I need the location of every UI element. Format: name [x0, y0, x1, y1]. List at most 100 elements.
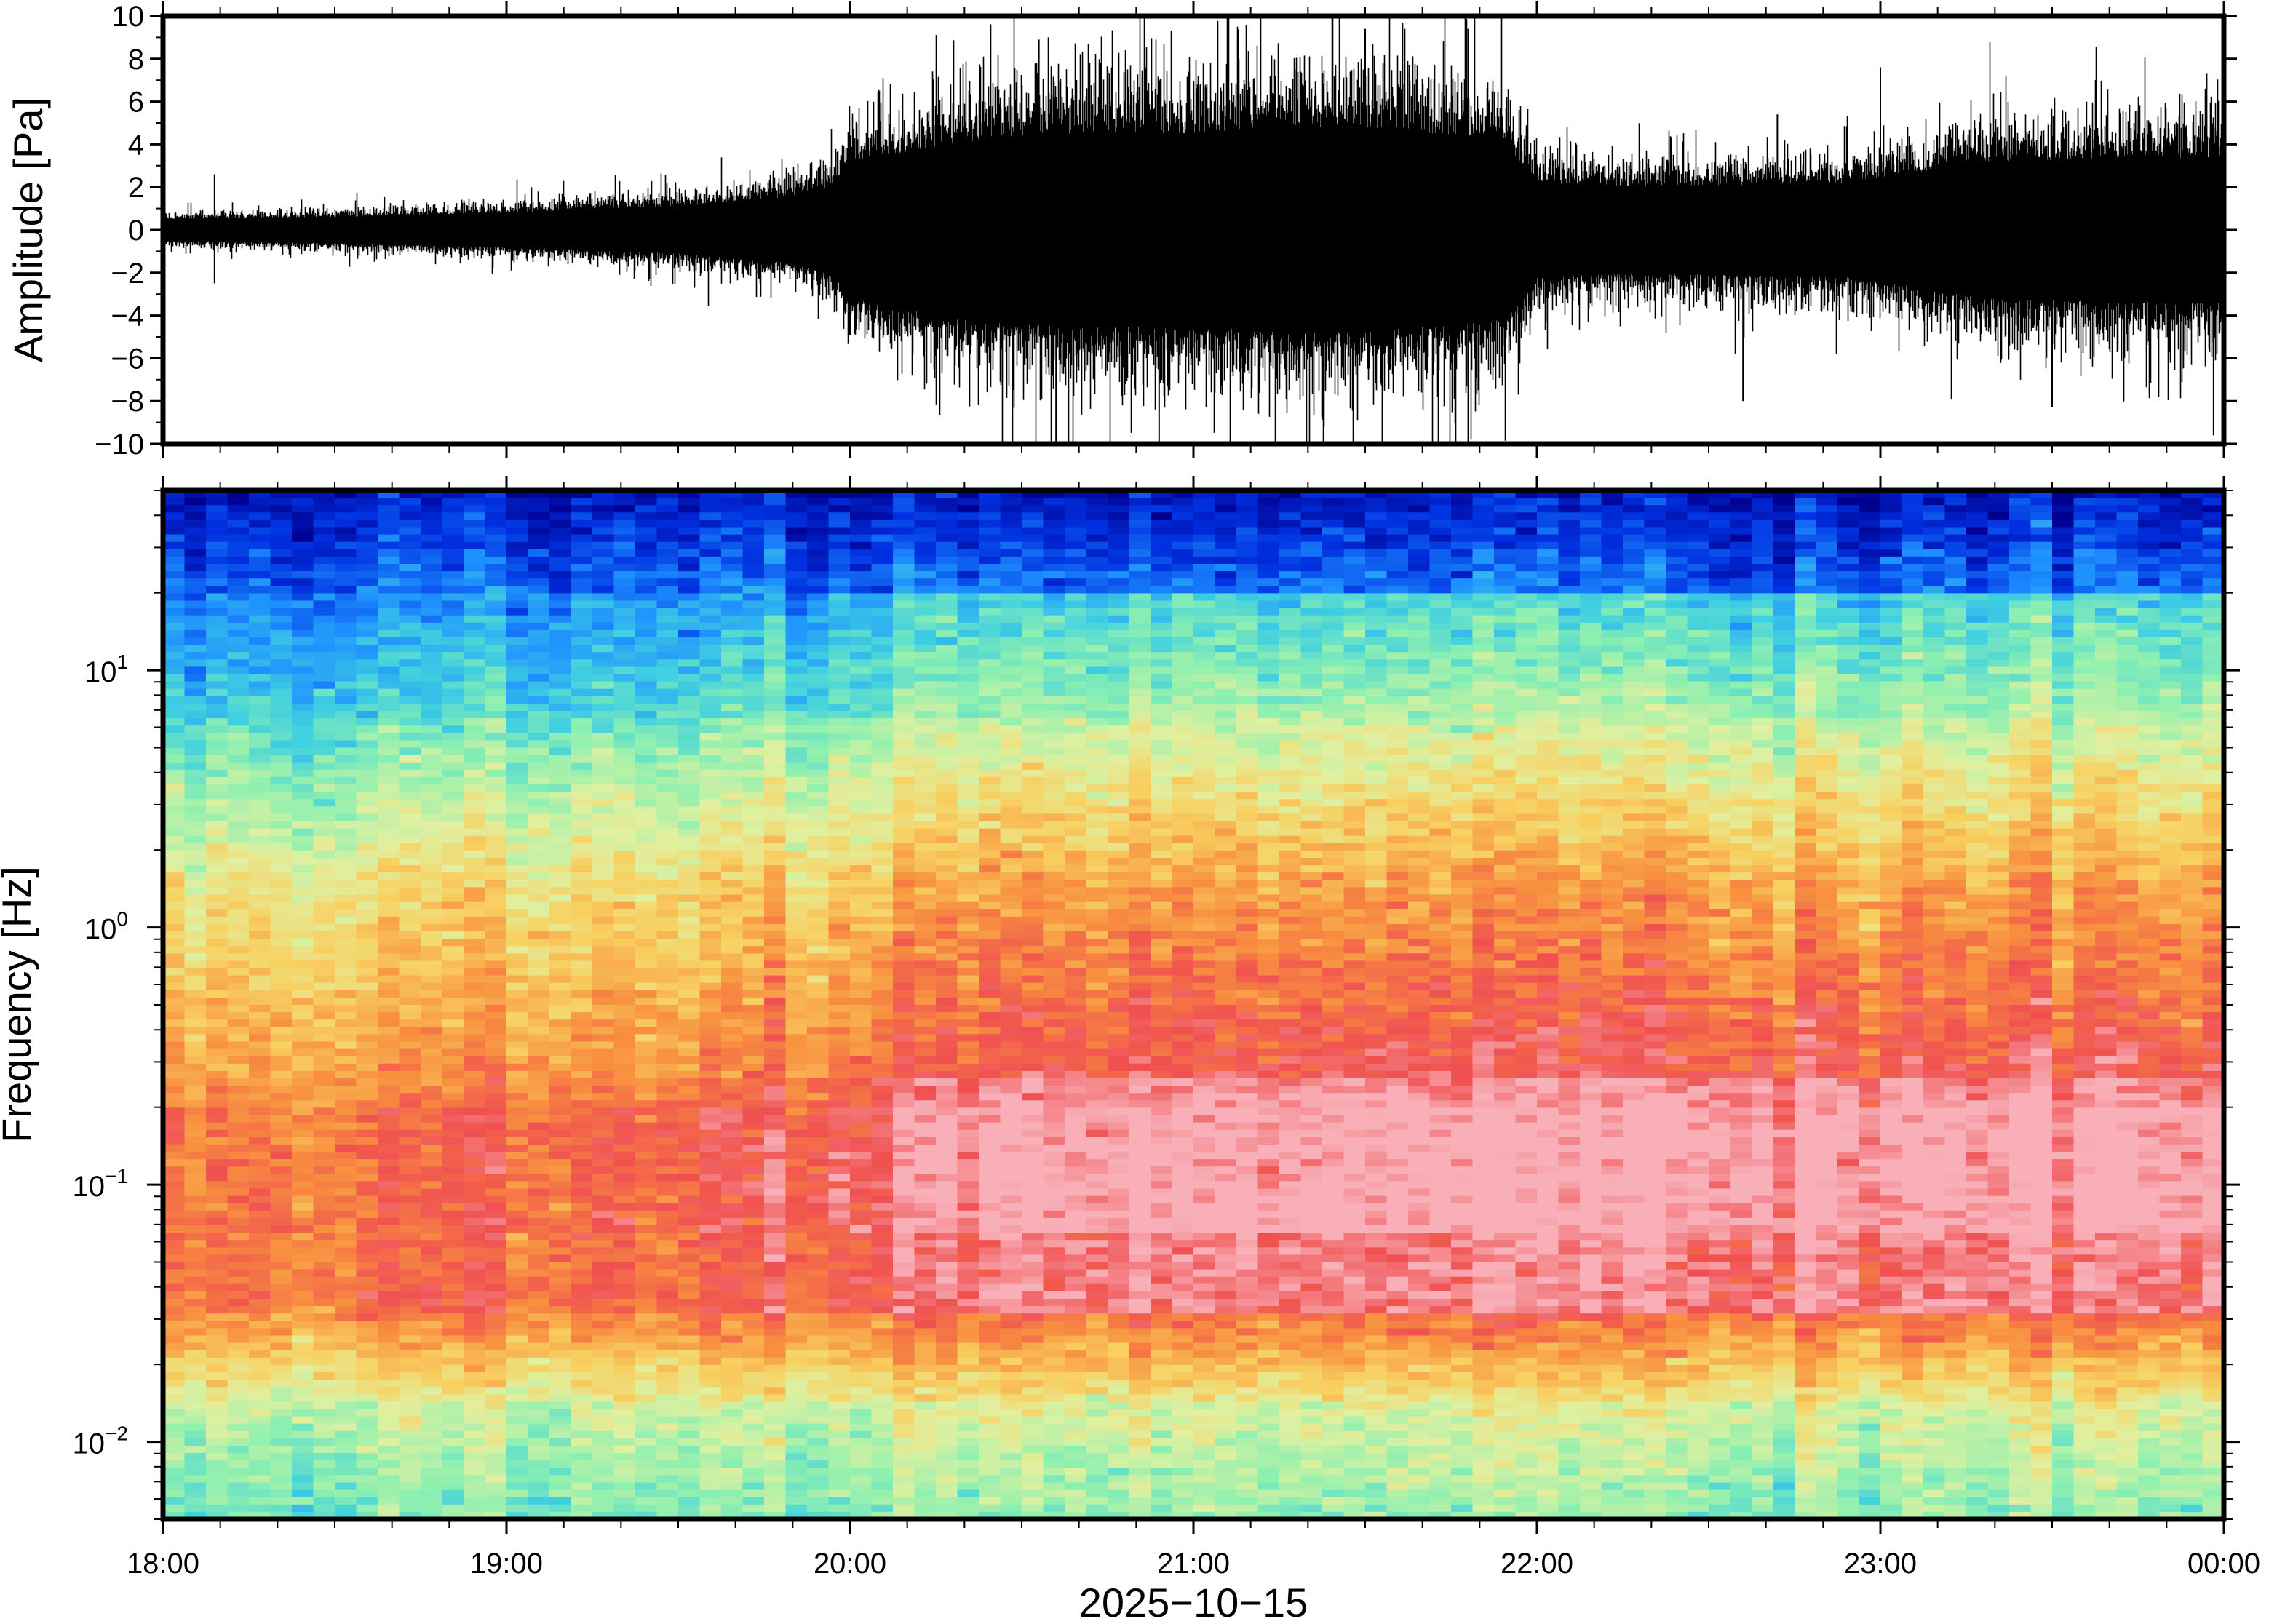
spectrogram-cell	[464, 1254, 486, 1263]
spectrogram-cell	[656, 975, 679, 984]
spectrogram-cell	[335, 1107, 357, 1116]
spectrogram-cell	[850, 534, 873, 543]
spectrogram-cell	[871, 666, 894, 675]
spectrogram-cell	[485, 1174, 507, 1182]
spectrogram-cell	[699, 586, 722, 594]
spectrogram-cell	[421, 666, 443, 675]
spectrogram-cell	[571, 1174, 593, 1182]
spectrogram-cell	[742, 505, 765, 514]
spectrogram-cell	[571, 806, 593, 815]
spectrogram-cell	[656, 792, 679, 800]
spectrogram-cell	[378, 725, 400, 734]
spectrogram-cell	[785, 887, 808, 896]
spectrogram-cell	[206, 1188, 229, 1197]
spectrogram-cell	[742, 1225, 765, 1233]
spectrogram-cell	[785, 916, 808, 925]
spectrogram-cell	[635, 1137, 658, 1145]
spectrogram-cell	[485, 887, 507, 896]
spectrogram-cell	[399, 850, 421, 859]
spectrogram-cell	[227, 880, 250, 888]
spectrogram-cell	[635, 1233, 658, 1241]
spectrogram-cell	[485, 637, 507, 645]
spectrogram-cell	[163, 1283, 186, 1292]
spectrogram-cell	[549, 1262, 572, 1270]
spectrogram-cell	[613, 1012, 636, 1020]
spectrogram-cell	[785, 1019, 808, 1028]
spectrogram-cell	[506, 688, 529, 697]
spectrogram-cell	[721, 916, 744, 925]
spectrogram-cell	[528, 835, 550, 844]
spectrogram-cell	[699, 1342, 722, 1351]
spectrogram-cell	[893, 806, 915, 815]
spectrogram-cell	[656, 1254, 679, 1263]
spectrogram-cell	[270, 939, 293, 947]
spectrogram-cell	[335, 1195, 357, 1204]
spectrogram-cell	[828, 1100, 851, 1109]
spectrogram-cell	[807, 1063, 830, 1072]
spectrogram-cell	[163, 541, 186, 550]
spectrogram-cell	[399, 637, 421, 645]
spectrogram-cell	[249, 556, 271, 565]
spectrogram-cell	[464, 1489, 486, 1498]
spectrogram-cell	[313, 564, 335, 572]
spectrogram-cell	[721, 1446, 744, 1454]
spectrogram-cell	[828, 1497, 851, 1505]
spectrogram-cell	[742, 1313, 765, 1322]
spectrogram-cell	[270, 1401, 293, 1410]
spectrogram-cell	[249, 1247, 271, 1256]
spectrogram-cell	[335, 1380, 357, 1388]
spectrogram-cell	[335, 725, 357, 734]
spectrogram-cell	[442, 1269, 464, 1278]
spectrogram-cell	[184, 674, 207, 682]
spectrogram-cell	[464, 909, 486, 918]
spectrogram-cell	[227, 1430, 250, 1439]
spectrogram-cell	[399, 894, 421, 903]
spectrogram-cell	[270, 1423, 293, 1432]
spectrogram-cell	[549, 527, 572, 536]
spectrogram-cell	[678, 1195, 701, 1204]
spectrogram-cell	[656, 858, 679, 866]
spectrogram-cell	[807, 1056, 830, 1064]
spectrogram-cell	[442, 696, 464, 704]
spectrogram-cell	[485, 975, 507, 984]
spectrogram-cell	[335, 703, 357, 712]
spectrogram-cell	[184, 1195, 207, 1204]
spectrogram-cell	[613, 1313, 636, 1322]
spectrogram-cell	[592, 909, 615, 918]
spectrogram-cell	[206, 960, 229, 969]
spectrogram-cell	[828, 1144, 851, 1153]
spectrogram-cell	[421, 1350, 443, 1358]
spectrogram-cell	[807, 586, 830, 594]
spectrogram-cell	[249, 1225, 271, 1233]
spectrogram-cell	[227, 652, 250, 661]
spectrogram-cell	[506, 1350, 529, 1358]
spectrogram-cell	[184, 593, 207, 602]
spectrogram-cell	[206, 1409, 229, 1417]
spectrogram-cell	[893, 901, 915, 910]
spectrogram-cell	[656, 1335, 679, 1344]
spectrogram-cell	[656, 1453, 679, 1461]
spectrogram-cell	[356, 887, 378, 896]
spectrogram-cell	[828, 1262, 851, 1270]
spectrogram-cell	[249, 593, 271, 602]
spectrogram-cell	[549, 776, 572, 785]
spectrogram-cell	[206, 1328, 229, 1337]
spectrogram-cell	[356, 645, 378, 653]
spectrogram-cell	[592, 1468, 615, 1476]
spectrogram-cell	[721, 776, 744, 785]
spectrogram-cell	[828, 1166, 851, 1175]
spectrogram-cell	[442, 490, 464, 498]
spectrogram-cell	[850, 1027, 873, 1035]
spectrogram-cell	[227, 725, 250, 734]
spectrogram-cell	[592, 762, 615, 771]
spectrogram-cell	[785, 953, 808, 962]
spectrogram-cell	[442, 674, 464, 682]
spectrogram-cell	[335, 1012, 357, 1020]
spectrogram-cell	[442, 564, 464, 572]
spectrogram-cell	[785, 718, 808, 726]
spectrogram-cell	[721, 1504, 744, 1513]
spectrogram-cell	[356, 1152, 378, 1160]
spectrogram-cell	[592, 1159, 615, 1167]
spectrogram-cell	[335, 776, 357, 785]
spectrogram-cell	[785, 1122, 808, 1131]
